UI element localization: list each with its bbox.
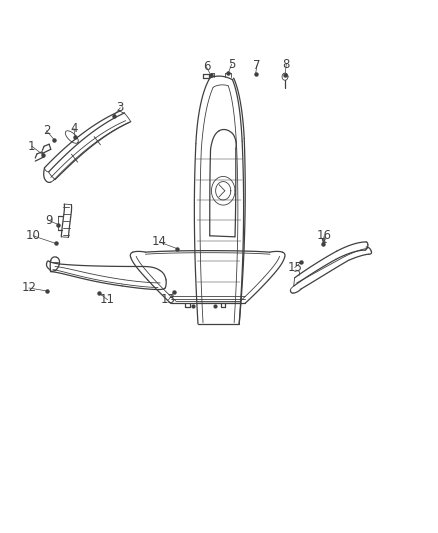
Text: 7: 7: [253, 59, 261, 72]
Text: 15: 15: [287, 261, 302, 274]
Text: 8: 8: [283, 58, 290, 71]
Text: 10: 10: [26, 229, 41, 243]
Text: 2: 2: [43, 124, 50, 138]
Text: 4: 4: [70, 122, 78, 135]
Text: 5: 5: [228, 58, 235, 71]
Text: 14: 14: [152, 236, 167, 248]
Text: 9: 9: [45, 214, 53, 227]
Text: 11: 11: [100, 293, 115, 306]
Text: 6: 6: [203, 60, 210, 74]
Text: 13: 13: [161, 293, 176, 306]
Text: 3: 3: [117, 101, 124, 115]
Text: 16: 16: [317, 229, 332, 243]
Text: 12: 12: [21, 281, 36, 295]
Text: 1: 1: [28, 140, 35, 153]
